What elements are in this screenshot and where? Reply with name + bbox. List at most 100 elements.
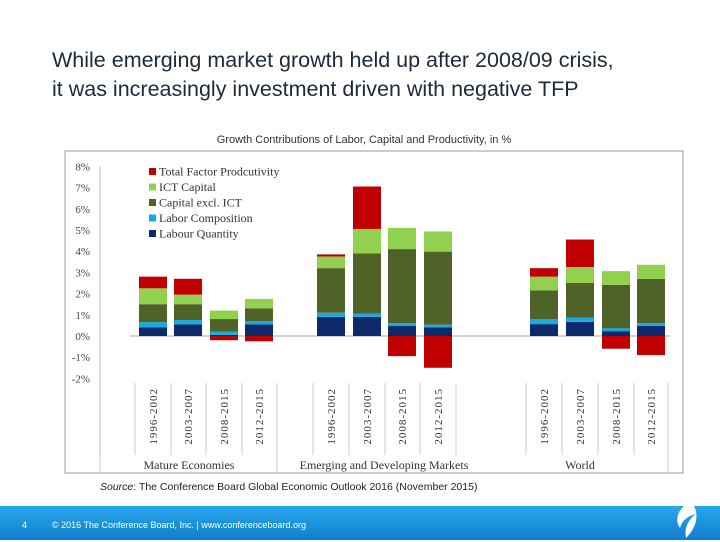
bar-segment-total-factor-prodcutivity: [530, 268, 558, 277]
group-label: Emerging and Developing Markets: [300, 458, 469, 472]
bar-segment-ict-capital: [602, 271, 630, 285]
bar-segment-labor-composition: [317, 312, 345, 317]
bar-segment-total-factor-prodcutivity: [388, 336, 416, 357]
category-label: 1996-2002: [326, 388, 338, 445]
bar-segment-ict-capital: [317, 256, 345, 269]
chart-title: Growth Contributions of Labor, Capital a…: [216, 134, 512, 146]
legend-label: Labor Composition: [159, 211, 253, 225]
legend-label: ICT Capital: [159, 180, 216, 194]
category-label: 1996-2002: [148, 388, 160, 445]
bar-segment-labor-composition: [566, 317, 594, 322]
bar-segment-capital-excl-ict: [388, 249, 416, 324]
bar-segment-ict-capital: [530, 276, 558, 291]
legend-label: Total Factor Prodcutivity: [159, 165, 279, 179]
bar-segment-capital-excl-ict: [566, 283, 594, 318]
bar-segment-total-factor-prodcutivity: [210, 336, 238, 341]
bar-segment-ict-capital: [245, 298, 273, 309]
bar-segment-labor-composition: [139, 322, 167, 328]
bar-segment-capital-excl-ict: [602, 284, 630, 329]
footer-bar: 4 © 2016 The Conference Board, Inc. | ww…: [0, 502, 720, 540]
y-tick-label: 5%: [75, 225, 90, 237]
category-label: 2003-2007: [362, 388, 374, 445]
bar-segment-total-factor-prodcutivity: [637, 336, 665, 356]
bar-segment-labour-quantity: [530, 324, 558, 336]
bar-segment-capital-excl-ict: [174, 304, 202, 321]
y-tick-label: 7%: [75, 183, 90, 195]
bar-segment-capital-excl-ict: [210, 319, 238, 332]
chart-frame: [64, 150, 684, 474]
legend-swatch: [149, 230, 156, 237]
source-text: : The Conference Board Global Economic O…: [133, 481, 478, 493]
bar-segment-total-factor-prodcutivity: [317, 254, 345, 257]
bar-segment-capital-excl-ict: [245, 308, 273, 322]
y-tick-label: 1%: [75, 310, 90, 322]
legend-label: Capital excl. ICT: [159, 196, 243, 210]
page-number: 4: [22, 520, 28, 530]
bar-segment-ict-capital: [424, 231, 452, 252]
bar-segment-total-factor-prodcutivity: [353, 186, 381, 229]
category-label: 2008-2015: [611, 388, 623, 445]
bar-segment-labor-composition: [424, 324, 452, 328]
bar-segment-total-factor-prodcutivity: [245, 336, 273, 342]
y-tick-label: 0%: [75, 331, 90, 343]
title-line-2: it was increasingly investment driven wi…: [52, 77, 579, 101]
legend-swatch: [149, 168, 156, 175]
bar-segment-ict-capital: [210, 310, 238, 320]
bar-segment-capital-excl-ict: [353, 253, 381, 314]
bar-segment-ict-capital: [174, 294, 202, 305]
bar-segment-labor-composition: [637, 323, 665, 326]
y-tick-label: -1%: [72, 352, 90, 364]
bar-segment-labour-quantity: [388, 326, 416, 336]
y-tick-label: -2%: [72, 373, 90, 385]
bar-segment-labour-quantity: [353, 316, 381, 336]
category-label: 2012-2015: [433, 388, 445, 445]
category-label: 2012-2015: [254, 388, 266, 445]
bar-segment-total-factor-prodcutivity: [424, 336, 452, 368]
bar-segment-total-factor-prodcutivity: [139, 276, 167, 289]
conference-board-logo-icon: [677, 502, 697, 538]
bar-segment-ict-capital: [566, 267, 594, 283]
bar-segment-labour-quantity: [637, 325, 665, 336]
group-label: World: [565, 458, 595, 472]
bar-segment-ict-capital: [139, 288, 167, 305]
bar-segment-capital-excl-ict: [139, 304, 167, 323]
footer-copyright: © 2016 The Conference Board, Inc. | www.…: [52, 520, 306, 530]
bar-segment-total-factor-prodcutivity: [174, 278, 202, 295]
y-tick-label: 4%: [75, 246, 90, 258]
bar-segment-ict-capital: [388, 227, 416, 250]
bar-segment-labour-quantity: [566, 321, 594, 336]
bar-segment-labour-quantity: [317, 316, 345, 336]
category-label: 2008-2015: [219, 388, 231, 445]
source-label: Source: [100, 481, 134, 493]
source-note: Source: The Conference Board Global Econ…: [100, 481, 477, 493]
y-tick-label: 2%: [75, 289, 90, 301]
y-tick-label: 6%: [75, 204, 90, 216]
legend-swatch: [149, 199, 156, 206]
bar-segment-total-factor-prodcutivity: [602, 336, 630, 349]
bar-segment-labor-composition: [388, 323, 416, 327]
y-tick-label: 3%: [75, 267, 90, 279]
category-label: 2008-2015: [397, 388, 409, 445]
title-line-1: While emerging market growth held up aft…: [52, 48, 614, 72]
bar-segment-labour-quantity: [174, 324, 202, 336]
bar-segment-labour-quantity: [424, 327, 452, 336]
bar-segment-capital-excl-ict: [530, 290, 558, 320]
group-label: Mature Economies: [144, 458, 235, 472]
bar-segment-ict-capital: [353, 228, 381, 254]
bar-segment-labor-composition: [210, 331, 238, 335]
category-label: 2012-2015: [646, 388, 658, 445]
legend-label: Labour Quantity: [159, 227, 239, 241]
bar-segment-capital-excl-ict: [424, 251, 452, 325]
bar-segment-labour-quantity: [602, 331, 630, 336]
legend-swatch: [149, 214, 156, 222]
legend-swatch: [149, 183, 156, 191]
bar-segment-total-factor-prodcutivity: [566, 239, 594, 268]
bar-segment-capital-excl-ict: [317, 268, 345, 313]
bar-segment-labor-composition: [174, 320, 202, 325]
bar-segment-labor-composition: [602, 328, 630, 332]
bar-segment-ict-capital: [637, 264, 665, 279]
bar-segment-labour-quantity: [245, 324, 273, 336]
slide-title: While emerging market growth held up aft…: [52, 46, 614, 104]
bar-segment-labor-composition: [245, 321, 273, 325]
